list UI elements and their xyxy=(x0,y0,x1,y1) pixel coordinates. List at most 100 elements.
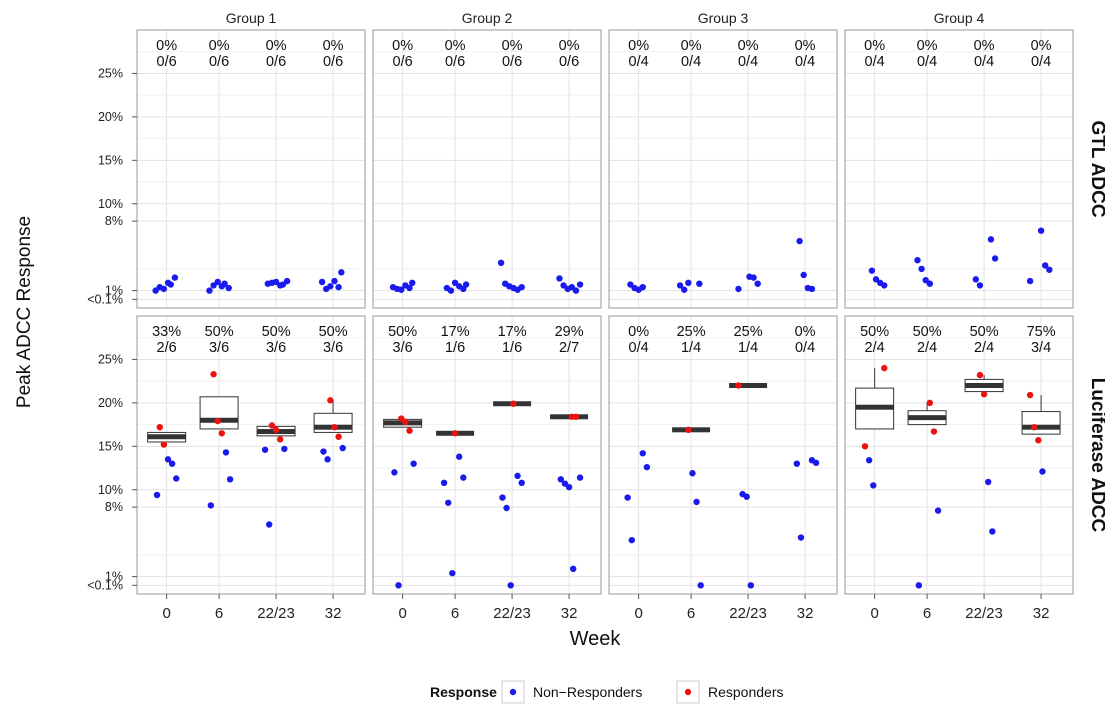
annotation-percent: 0% xyxy=(681,38,702,54)
data-point-non-responder xyxy=(972,276,980,283)
panel-border xyxy=(608,315,838,595)
x-tick-label: 0 xyxy=(162,605,170,622)
data-point-responder xyxy=(1026,391,1034,399)
annotation-fraction: 0/6 xyxy=(323,54,343,70)
data-point-responder xyxy=(218,430,226,437)
y-tick-label: 1% xyxy=(105,284,123,298)
annotation-percent: 0% xyxy=(628,324,649,340)
annotation-percent: 0% xyxy=(864,38,885,54)
data-point-non-responder xyxy=(572,287,580,294)
data-point-responder xyxy=(156,424,163,431)
facet-label-column: Group 3 xyxy=(698,10,749,26)
annotation-fraction: 1/6 xyxy=(445,340,465,356)
data-point-non-responder xyxy=(868,267,876,274)
data-point-responder xyxy=(331,424,338,431)
x-tick-label: 32 xyxy=(325,605,342,622)
data-point-non-responder xyxy=(395,582,402,589)
box-median xyxy=(729,383,768,388)
y-tick-label: <0.1% xyxy=(87,578,123,592)
annotation-fraction: 0/6 xyxy=(209,54,229,70)
annotation-fraction: 0/4 xyxy=(974,54,994,70)
data-point-non-responder xyxy=(696,280,703,287)
x-tick-label: 22/23 xyxy=(493,605,531,622)
panel-background xyxy=(373,316,601,594)
data-point-non-responder xyxy=(643,463,651,471)
annotation-fraction: 3/6 xyxy=(393,340,413,356)
y-tick-label: 25% xyxy=(98,66,123,80)
data-point-responder xyxy=(861,443,869,450)
annotation-percent: 50% xyxy=(970,324,999,340)
annotation-percent: 50% xyxy=(319,324,348,340)
data-point-non-responder xyxy=(881,282,888,289)
annotation-percent: 0% xyxy=(156,38,177,54)
data-point-responder xyxy=(930,428,938,435)
facet-label-column: Group 4 xyxy=(934,10,985,26)
data-point-responder xyxy=(685,426,692,434)
data-point-responder xyxy=(976,371,984,379)
data-point-responder xyxy=(327,397,334,404)
y-tick-label: 8% xyxy=(105,500,123,514)
data-point-non-responder xyxy=(985,478,992,486)
data-point-non-responder xyxy=(335,283,342,291)
annotation-percent: 0% xyxy=(392,38,413,54)
data-point-responder xyxy=(1031,424,1038,431)
y-tick-label: 25% xyxy=(98,352,123,366)
data-point-non-responder xyxy=(565,483,573,491)
data-point-responder xyxy=(210,371,217,378)
data-point-non-responder xyxy=(556,275,563,282)
data-point-non-responder xyxy=(800,271,807,279)
data-point-non-responder xyxy=(456,453,463,460)
data-point-responder xyxy=(277,436,284,443)
y-tick-label: <0.1% xyxy=(87,292,123,306)
legend-key-responders xyxy=(684,688,692,696)
annotation-percent: 0% xyxy=(795,324,816,340)
annotation-fraction: 0/4 xyxy=(795,340,815,356)
annotation-percent: 29% xyxy=(555,324,584,340)
panel-border xyxy=(844,315,1074,595)
box-median xyxy=(855,404,894,410)
data-point-non-responder xyxy=(261,446,269,453)
annotation-fraction: 0/4 xyxy=(629,340,649,356)
data-point-non-responder xyxy=(915,582,923,589)
data-point-responder xyxy=(451,430,459,437)
box-median xyxy=(965,383,1004,388)
data-point-non-responder xyxy=(206,287,213,294)
panel-border xyxy=(608,29,838,309)
annotation-fraction: 0/6 xyxy=(266,54,286,70)
data-point-responder xyxy=(510,400,517,407)
data-point-non-responder xyxy=(808,285,816,293)
data-point-non-responder xyxy=(639,450,646,457)
data-point-non-responder xyxy=(339,444,346,452)
annotation-percent: 0% xyxy=(266,38,287,54)
data-point-non-responder xyxy=(406,284,413,292)
data-point-non-responder xyxy=(812,459,820,467)
data-point-non-responder xyxy=(796,237,803,245)
facet-strip-column xyxy=(609,7,837,29)
annotation-percent: 0% xyxy=(209,38,230,54)
x-tick-label: 32 xyxy=(1033,605,1050,622)
annotation-percent: 75% xyxy=(1027,324,1056,340)
annotation-fraction: 0/4 xyxy=(1031,54,1051,70)
data-point-non-responder xyxy=(318,278,326,286)
x-axis-title: Week xyxy=(570,628,622,650)
annotation-fraction: 0/4 xyxy=(795,54,815,70)
box-body xyxy=(199,396,239,430)
data-point-non-responder xyxy=(460,474,467,481)
facet-label-row: GTL ADCC xyxy=(1087,120,1105,217)
data-point-non-responder xyxy=(507,582,514,589)
annotation-fraction: 3/6 xyxy=(209,340,229,356)
data-point-non-responder xyxy=(976,282,984,289)
annotation-percent: 0% xyxy=(323,38,344,54)
annotation-fraction: 3/4 xyxy=(1031,340,1051,356)
data-point-non-responder xyxy=(499,494,506,501)
box-median xyxy=(1022,424,1061,430)
annotation-fraction: 2/4 xyxy=(865,340,885,356)
data-point-non-responder xyxy=(497,259,505,267)
data-point-non-responder xyxy=(865,457,873,464)
annotation-fraction: 1/4 xyxy=(738,340,758,356)
x-tick-label: 6 xyxy=(687,605,695,622)
legend-title: Response xyxy=(430,684,497,700)
data-point-non-responder xyxy=(503,504,510,512)
annotation-percent: 50% xyxy=(262,324,291,340)
